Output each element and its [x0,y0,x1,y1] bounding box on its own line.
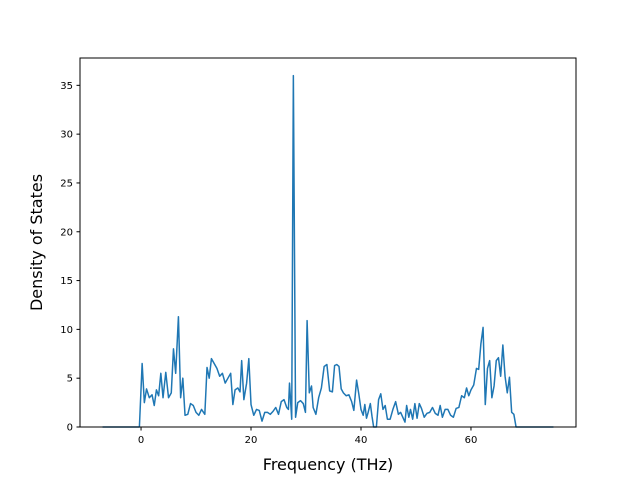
x-tick-label: 20 [245,435,258,446]
y-tick-label: 35 [60,81,73,92]
y-tick-label: 30 [60,130,73,141]
y-tick-label: 25 [60,178,73,189]
axes-frame [79,57,577,428]
y-tick-label: 5 [67,374,73,385]
y-tick-label: 0 [67,423,73,434]
x-tick-label: 0 [138,435,144,446]
x-tick-label: 40 [355,435,368,446]
data-line [102,74,554,428]
y-tick-label: 15 [60,276,73,287]
x-axis-label: Frequency (THz) [263,455,393,474]
y-tick-label: 20 [60,227,73,238]
y-tick-label: 10 [60,325,73,336]
x-tick-label: 60 [465,435,478,446]
y-axis-label: Density of States [27,174,46,311]
plot-area [102,74,554,428]
